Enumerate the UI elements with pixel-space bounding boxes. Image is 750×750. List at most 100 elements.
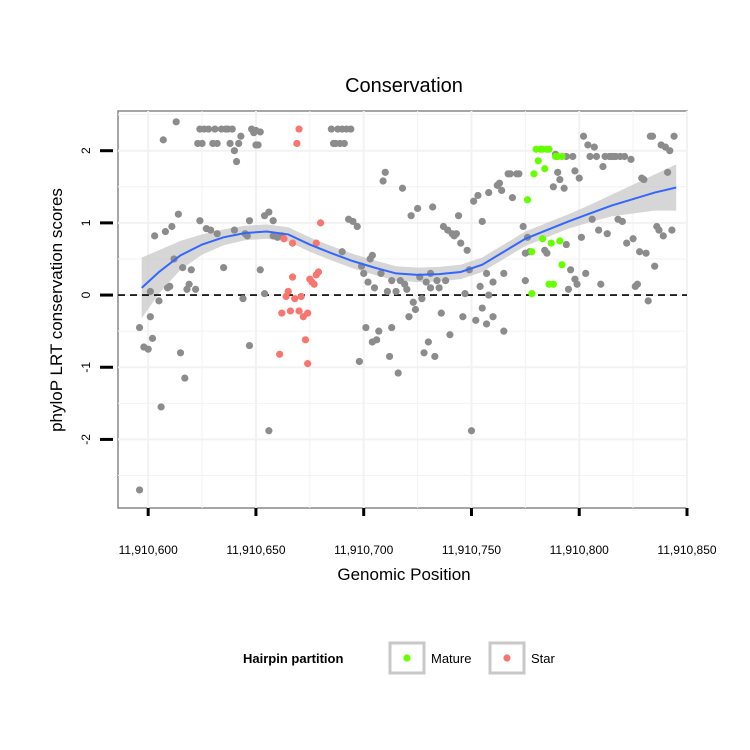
point-other bbox=[413, 204, 422, 213]
point-mature bbox=[523, 196, 532, 204]
plot-panel bbox=[117, 110, 688, 509]
point-other bbox=[226, 139, 234, 148]
point-other bbox=[554, 168, 562, 176]
legend: Hairpin partition Mature Star bbox=[243, 641, 556, 675]
point-mature bbox=[547, 239, 555, 247]
point-other bbox=[204, 125, 213, 133]
point-other bbox=[476, 282, 484, 291]
point-other bbox=[409, 298, 417, 306]
point-other bbox=[584, 141, 592, 149]
point-other bbox=[211, 125, 219, 133]
point-mature bbox=[530, 170, 538, 178]
point-other bbox=[411, 305, 420, 314]
point-other bbox=[388, 323, 396, 332]
point-other bbox=[437, 309, 445, 317]
point-other bbox=[135, 486, 144, 494]
smooth-trend-line bbox=[141, 186, 677, 289]
y-tick-label: -2 bbox=[79, 434, 93, 445]
point-other bbox=[260, 290, 269, 298]
point-other bbox=[655, 226, 663, 234]
point-star bbox=[291, 295, 299, 303]
point-other bbox=[424, 338, 432, 346]
point-other bbox=[562, 240, 570, 249]
point-other bbox=[245, 217, 254, 225]
point-other bbox=[239, 295, 247, 303]
point-other bbox=[144, 345, 152, 353]
point-other bbox=[664, 168, 672, 176]
point-other bbox=[571, 167, 579, 175]
point-other bbox=[623, 239, 631, 247]
point-other bbox=[213, 139, 221, 148]
point-other bbox=[405, 313, 413, 321]
point-other bbox=[360, 269, 368, 278]
point-other bbox=[151, 232, 159, 240]
point-other bbox=[618, 217, 626, 226]
x-tick-label: 11,910,650 bbox=[226, 543, 285, 557]
point-other bbox=[375, 327, 383, 335]
point-other bbox=[543, 249, 551, 257]
point-other bbox=[243, 232, 251, 240]
point-other bbox=[651, 262, 659, 270]
point-mature bbox=[545, 145, 553, 153]
point-other bbox=[435, 284, 443, 292]
point-star bbox=[288, 273, 297, 281]
point-other bbox=[364, 278, 372, 286]
point-other bbox=[347, 125, 355, 133]
point-other bbox=[398, 184, 407, 192]
point-other bbox=[166, 282, 174, 291]
point-other bbox=[198, 139, 206, 148]
point-mature bbox=[558, 261, 566, 269]
point-other bbox=[191, 285, 200, 293]
point-other bbox=[489, 278, 497, 286]
point-other bbox=[519, 222, 527, 231]
point-other bbox=[485, 188, 493, 197]
point-other bbox=[595, 226, 603, 234]
point-other bbox=[670, 132, 678, 140]
points-star bbox=[276, 125, 325, 368]
point-other bbox=[569, 152, 577, 161]
point-other bbox=[577, 233, 585, 241]
point-other bbox=[353, 222, 361, 231]
grid-lines bbox=[118, 111, 688, 508]
point-other bbox=[265, 208, 273, 216]
point-other bbox=[629, 235, 637, 243]
legend-label-star: Star bbox=[531, 651, 556, 666]
point-other bbox=[560, 184, 568, 192]
point-other bbox=[254, 141, 262, 149]
x-tick-label: 11,910,700 bbox=[334, 543, 393, 557]
point-other bbox=[362, 323, 370, 332]
point-other bbox=[420, 349, 428, 357]
point-other bbox=[269, 217, 277, 225]
point-other bbox=[179, 264, 187, 272]
chart-title: Conservation bbox=[345, 75, 463, 97]
point-other bbox=[599, 162, 607, 171]
point-other bbox=[340, 139, 348, 148]
point-other bbox=[256, 128, 264, 136]
point-star bbox=[301, 336, 310, 344]
y-axis-title: phyloP LRT conservation scores bbox=[47, 188, 66, 432]
point-other bbox=[467, 427, 476, 435]
point-star bbox=[295, 125, 303, 133]
point-other bbox=[349, 217, 357, 226]
point-other bbox=[207, 226, 215, 234]
y-tick-label: 0 bbox=[79, 291, 93, 298]
point-other bbox=[556, 175, 564, 184]
point-other bbox=[265, 427, 273, 435]
point-other bbox=[659, 232, 667, 240]
point-other bbox=[603, 230, 611, 238]
point-other bbox=[648, 132, 657, 140]
point-other bbox=[485, 291, 493, 299]
point-other bbox=[521, 277, 529, 285]
point-other bbox=[459, 313, 467, 321]
point-other bbox=[146, 287, 154, 296]
point-mature bbox=[528, 248, 536, 256]
point-other bbox=[230, 226, 238, 234]
point-other bbox=[500, 327, 508, 335]
point-star bbox=[293, 139, 301, 148]
legend-title: Hairpin partition bbox=[243, 651, 343, 666]
point-other bbox=[575, 174, 583, 182]
point-other bbox=[187, 266, 195, 274]
point-star bbox=[314, 268, 323, 276]
point-other bbox=[220, 264, 228, 272]
